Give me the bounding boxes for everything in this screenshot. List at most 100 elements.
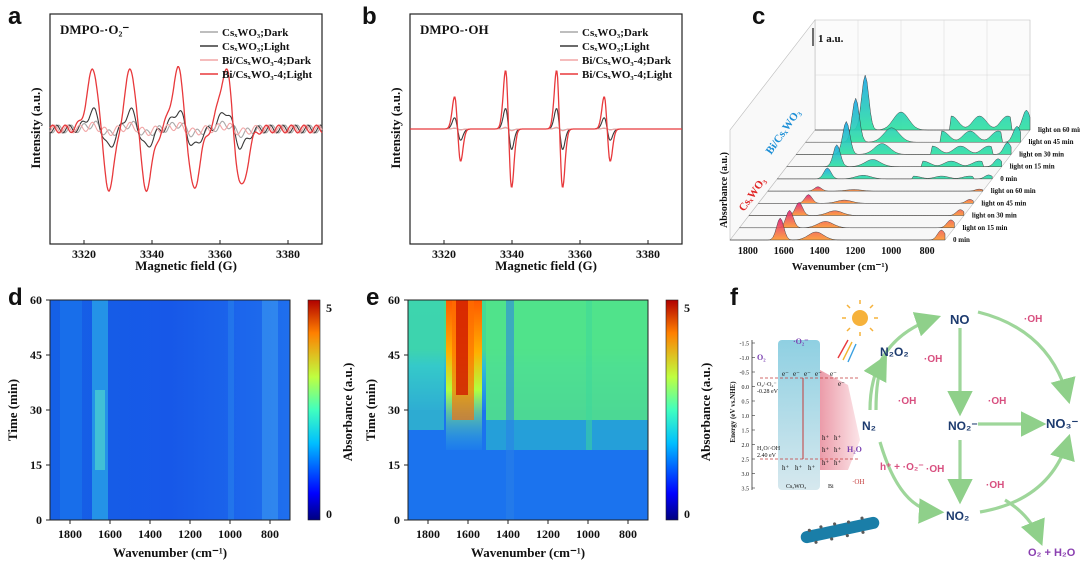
hole-4: h⁺	[822, 434, 830, 442]
e-xtick-label-4: 1000	[576, 527, 600, 541]
cbar-d-label: Absorbance (a.u.)	[340, 363, 355, 462]
f-etick-label-7: 2.0	[742, 443, 750, 449]
sun-icon	[842, 300, 878, 336]
d-xtick-label-4: 1000	[218, 527, 242, 541]
energy-axis-label: Energy (eV vs.NHE)	[729, 381, 737, 443]
e-xtick-label-1: 1600	[456, 527, 480, 541]
h2o-label: H₂O	[847, 445, 862, 454]
o2-potential-a: O₂/·O₂⁻	[757, 382, 777, 388]
a-series-3	[49, 66, 323, 193]
hole-3: h⁺	[808, 464, 816, 472]
e-ytick-label-2: 30	[388, 403, 400, 417]
hole-5: h⁺	[834, 434, 842, 442]
heatmap-e-red-peak	[456, 300, 468, 395]
panel-a: DMPO-·O₂⁻ CsₓWO₃;Dark CsₓWO₃;Light Bi/CsₓW…	[28, 13, 323, 273]
oh-label-4: ·OH	[988, 396, 1006, 407]
panel-label-d: d	[8, 284, 23, 311]
scale-label: 1 a.u.	[818, 33, 844, 45]
a-xtick-label-2: 3360	[208, 247, 232, 261]
cbar-d-max: 5	[326, 301, 332, 315]
e-ytick-label-0: 0	[394, 513, 400, 527]
hplus-label: h⁺ + ·O₂⁻	[880, 462, 924, 473]
species-n2: N₂	[862, 419, 876, 433]
oh-label-3: ·OH	[898, 396, 916, 407]
c-xtick-label-3: 1200	[845, 246, 865, 257]
colorbar-d	[307, 299, 321, 521]
oh-label-2: ·OH	[924, 354, 942, 365]
c-xtick-label-1: 1600	[774, 246, 794, 257]
trace-label-2: light on 30 min	[972, 212, 1017, 220]
a-xtick-label-3: 3380	[276, 247, 300, 261]
oh-label-1: ·OH	[1024, 314, 1042, 325]
material-cswo3: CsₓWO₃	[786, 484, 806, 490]
trace-label-3: light on 45 min	[981, 199, 1026, 207]
trace-1	[739, 209, 955, 229]
c-xtick-label-0: 1800	[738, 246, 758, 257]
c-xtick-label-5: 800	[920, 246, 935, 257]
species-no: NO	[950, 312, 970, 327]
e-ytick-label-1: 15	[388, 458, 400, 472]
hole-7: h⁺	[834, 446, 842, 454]
b-legend-label-0: CsₓWO₃;Dark	[582, 27, 649, 39]
arrow-no2-no3m	[979, 433, 1075, 514]
d-xtick-label-5: 800	[261, 527, 279, 541]
electron-6: e⁻	[838, 380, 845, 388]
heatmap-d-band-750	[262, 300, 278, 520]
trace-0	[730, 217, 946, 241]
oh-potential-a: H₂O/·OH	[757, 446, 781, 452]
a-legend-label-1: CsₓWO₃;Light	[222, 41, 290, 53]
panel-label-f: f	[730, 284, 739, 311]
ylabel-a: Intensity (a.u.)	[28, 87, 43, 168]
panel-b: DMPO-·OH CsₓWO₃;Dark CsₓWO₃;Light Bi/CsₓWO…	[388, 13, 683, 273]
title-b: DMPO-·OH	[420, 22, 489, 37]
arrow-n2-no2	[878, 441, 945, 524]
ylabel-d: Time (min)	[5, 379, 20, 441]
b-series-3	[410, 70, 682, 188]
heatmap-d	[50, 300, 290, 520]
panel-c: light on 60 min light on 45 min light on 3…	[719, 19, 1080, 273]
electron-5: e⁻	[830, 370, 837, 378]
species-no2: NO₂	[946, 509, 969, 523]
e-xtick-label-3: 1200	[536, 527, 560, 541]
electron-1: e⁻	[782, 370, 789, 378]
d-ytick-label-1: 15	[30, 458, 42, 472]
f-etick-label-8: 2.5	[742, 458, 750, 464]
electron-3: e⁻	[804, 370, 811, 378]
e-xtick-label-5: 800	[619, 527, 637, 541]
hole-2: h⁺	[795, 464, 803, 472]
b-xtick-label-2: 3360	[568, 247, 592, 261]
panel-label-e: e	[366, 284, 379, 311]
xlabel-d: Wavenumber (cm⁻¹)	[113, 545, 227, 560]
oh-label-6: ·OH	[986, 480, 1004, 491]
f-etick-label-9: 3.0	[742, 472, 750, 478]
a-xtick-label-0: 3320	[72, 247, 96, 261]
b-legend-label-2: Bi/CsₓWO₃-4;Dark	[582, 55, 672, 67]
o2-label: O₂	[757, 353, 766, 362]
trace-label-8: light on 45 min	[1029, 138, 1074, 146]
c-xtick-label-4: 1000	[881, 246, 901, 257]
cbar-d-min: 0	[326, 507, 332, 521]
cswo3-band	[778, 340, 820, 490]
electron-2: e⁻	[793, 370, 800, 378]
trace-6	[786, 144, 1002, 167]
b-xtick-label-1: 3340	[500, 247, 524, 261]
trace-5	[777, 167, 993, 180]
electron-4: e⁻	[815, 370, 822, 378]
d-ytick-label-4: 60	[30, 293, 42, 307]
d-ytick-label-3: 45	[30, 348, 42, 362]
f-etick-label-6: 1.5	[742, 429, 750, 435]
trace-8	[805, 97, 1021, 143]
species-no3m: NO₃⁻	[1046, 416, 1079, 431]
f-etick-label-1: -1.0	[740, 356, 750, 362]
trace-4	[767, 186, 984, 192]
arrow-n2-no	[868, 312, 942, 411]
material-bi: Bi	[828, 484, 834, 490]
d-xtick-label-0: 1800	[58, 527, 82, 541]
trace-7	[795, 120, 1012, 155]
f-etick-label-10: 3.5	[742, 487, 750, 493]
trace-label-0: 0 min	[953, 236, 970, 244]
panel-label-a: a	[8, 3, 22, 30]
colorbar-e	[665, 299, 679, 521]
f-etick-label-4: 0.5	[742, 400, 750, 406]
